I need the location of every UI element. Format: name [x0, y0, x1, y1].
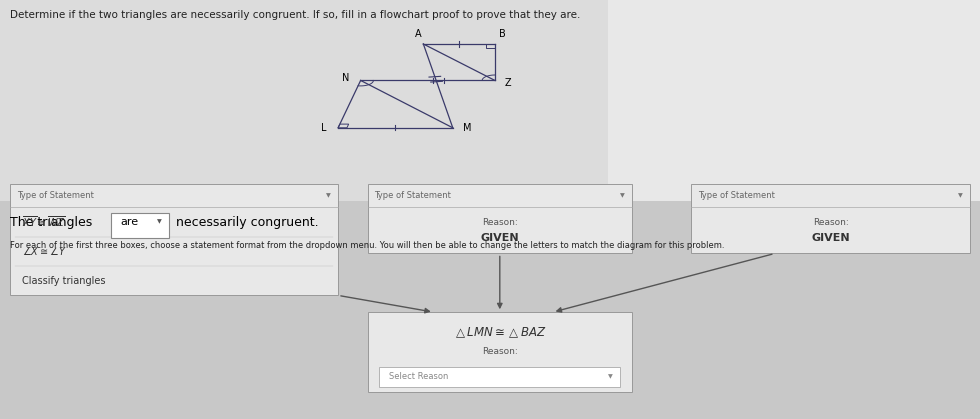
Text: GIVEN: GIVEN	[811, 233, 850, 243]
Text: ▼: ▼	[608, 374, 612, 379]
Text: ▼: ▼	[957, 194, 962, 198]
Text: Type of Statement: Type of Statement	[17, 191, 93, 200]
Text: Reason:: Reason:	[482, 347, 517, 357]
FancyBboxPatch shape	[111, 213, 169, 238]
Text: ▼: ▼	[157, 220, 162, 225]
Text: Select Reason: Select Reason	[389, 372, 449, 381]
FancyBboxPatch shape	[368, 312, 632, 392]
Text: B: B	[500, 29, 506, 39]
Text: Type of Statement: Type of Statement	[374, 191, 451, 200]
Text: necessarily congruent.: necessarily congruent.	[176, 215, 319, 229]
Text: ▼: ▼	[619, 194, 624, 198]
Text: GIVEN: GIVEN	[480, 233, 519, 243]
FancyBboxPatch shape	[368, 184, 632, 253]
Text: M: M	[463, 123, 471, 133]
Text: Classify triangles: Classify triangles	[22, 276, 105, 286]
Text: N: N	[341, 73, 349, 83]
FancyBboxPatch shape	[691, 184, 970, 253]
FancyBboxPatch shape	[0, 0, 608, 201]
Text: L: L	[320, 123, 326, 133]
Text: $\overline{XY} \cong \overline{WZ}$: $\overline{XY} \cong \overline{WZ}$	[22, 215, 65, 230]
Text: Reason:: Reason:	[812, 218, 849, 228]
Text: are: are	[121, 217, 138, 227]
Text: $\angle X \cong \angle Y$: $\angle X \cong \angle Y$	[22, 246, 67, 257]
FancyBboxPatch shape	[0, 0, 980, 201]
Text: Z: Z	[505, 78, 512, 88]
Text: Determine if the two triangles are necessarily congruent. If so, fill in a flowc: Determine if the two triangles are neces…	[10, 10, 580, 21]
Text: For each of the first three boxes, choose a statement format from the dropdown m: For each of the first three boxes, choos…	[10, 241, 724, 250]
Text: $\triangle LMN \cong \triangle BAZ$: $\triangle LMN \cong \triangle BAZ$	[453, 325, 547, 339]
Text: ▼: ▼	[325, 194, 330, 198]
Text: Reason:: Reason:	[482, 218, 517, 228]
Text: A: A	[416, 29, 421, 39]
Text: The triangles: The triangles	[10, 215, 92, 229]
Text: Type of Statement: Type of Statement	[698, 191, 774, 200]
FancyBboxPatch shape	[379, 367, 620, 387]
FancyBboxPatch shape	[10, 184, 338, 295]
